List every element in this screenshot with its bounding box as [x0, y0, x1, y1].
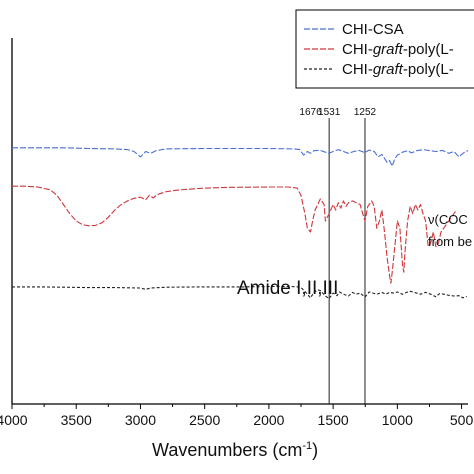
- amide-annotation: Amide I,II,III: [237, 278, 338, 299]
- x-tick-label: 500: [450, 412, 474, 428]
- x-tick-label: 3500: [61, 412, 92, 428]
- x-tick-label: 3000: [125, 412, 156, 428]
- series-line-1: [12, 147, 469, 167]
- x-axis-ticks: 4000 3500 3000 2500 2000 1500 1000 500: [0, 404, 473, 428]
- legend-label-1: CHI-CSA: [342, 21, 404, 38]
- x-tick-label: 2500: [189, 412, 220, 428]
- x-axis-title-main: Wavenumbers (cm: [152, 440, 302, 460]
- x-tick-label: 1500: [318, 412, 349, 428]
- peak-label-1252: 1252: [354, 107, 377, 118]
- peak-label-1676: 1676: [299, 107, 322, 118]
- legend-label-3: CHI-graft-poly(L-: [342, 61, 454, 78]
- legend: CHI-CSA CHI-graft-poly(L- CHI-graft-poly(L…: [295, 9, 474, 89]
- peak-label-1531: 1531: [318, 107, 341, 118]
- plot-frame: [11, 38, 468, 405]
- series-line-3: [12, 285, 467, 300]
- x-tick-label: 1000: [382, 412, 413, 428]
- x-axis-title-superscript: -1: [302, 440, 312, 452]
- spectra-series: [12, 147, 469, 300]
- from-annotation: from be: [428, 234, 472, 249]
- x-axis-title-close: ): [312, 440, 318, 460]
- x-axis-title: Wavenumbers (cm-1): [152, 440, 318, 460]
- coc-annotation: ν(COC: [428, 212, 468, 227]
- x-tick-label: 2000: [253, 412, 284, 428]
- legend-label-2: CHI-graft-poly(L-: [342, 41, 454, 58]
- series-line-2: [12, 185, 457, 284]
- x-tick-label: 4000: [0, 412, 28, 428]
